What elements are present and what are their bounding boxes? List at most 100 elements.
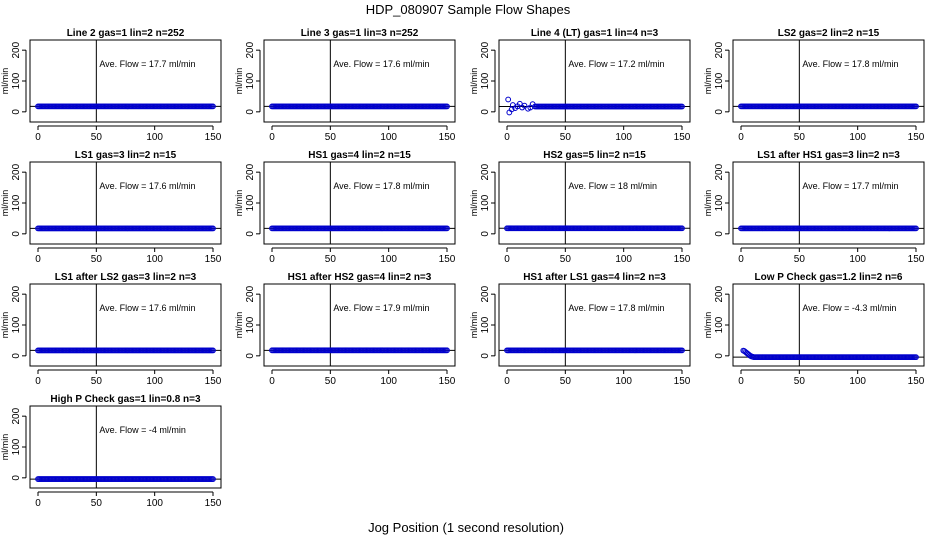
y-axis: 0 100 200	[245, 163, 261, 237]
plot-frame	[498, 161, 691, 245]
panel-title: Line 2 gas=1 lin=2 n=252	[67, 28, 185, 39]
y-tick-label: 200	[11, 41, 22, 58]
x-tick-label: 50	[794, 132, 806, 143]
chart-panel-5: LS1 gas=3 lin=2 n=15 0 50 100 150 0 100 200ml/m…	[0, 150, 222, 265]
average-flow-annotation: Ave. Flow = 18 ml/min	[568, 181, 657, 191]
y-tick-label: 200	[11, 285, 22, 302]
y-tick-label: 100	[714, 194, 725, 211]
x-tick-label: 0	[269, 254, 275, 265]
panel-title: LS1 after LS2 gas=3 lin=2 n=3	[55, 272, 197, 283]
chart-panel-7: HS2 gas=5 lin=2 n=15 0 50 100 150 0 100 200ml/m…	[469, 150, 691, 265]
y-axis-label: ml/min	[234, 312, 244, 339]
plot-frame	[29, 283, 222, 367]
plot-frame	[29, 39, 222, 123]
y-axis: 0 100 200	[480, 163, 496, 237]
y-tick-label: 0	[11, 475, 22, 481]
average-flow-annotation: Ave. Flow = -4 ml/min	[99, 425, 186, 435]
y-tick-label: 100	[480, 72, 491, 89]
plot-frame	[732, 39, 925, 123]
data-point	[210, 476, 216, 482]
average-flow-annotation: Ave. Flow = 17.6 ml/min	[333, 59, 429, 69]
panel-title: HS1 after LS1 gas=4 lin=2 n=3	[523, 272, 666, 283]
plot-frame	[263, 39, 456, 123]
data-point	[679, 225, 685, 232]
x-tick-label: 50	[560, 132, 572, 143]
x-axis: 0 50 100 150	[269, 369, 456, 387]
panel-title: Line 3 gas=1 lin=3 n=252	[301, 28, 419, 39]
average-flow-annotation: Ave. Flow = 17.6 ml/min	[99, 181, 195, 191]
data-points	[738, 225, 919, 232]
y-tick-label: 100	[11, 438, 22, 455]
panel-title: High P Check gas=1 lin=0.8 n=3	[50, 394, 201, 405]
y-axis-label: ml/min	[703, 312, 713, 339]
average-flow-annotation: Ave. Flow = -4.3 ml/min	[802, 303, 896, 313]
y-tick-label: 200	[245, 41, 256, 58]
y-tick-label: 200	[11, 163, 22, 180]
data-points	[269, 225, 450, 232]
x-tick-label: 150	[205, 254, 222, 265]
y-tick-label: 100	[11, 194, 22, 211]
data-points	[35, 476, 216, 482]
y-axis-label: ml/min	[0, 68, 10, 95]
panel-title: HS1 after HS2 gas=4 lin=2 n=3	[288, 272, 432, 283]
y-axis-label: ml/min	[469, 190, 479, 217]
y-tick-label: 100	[245, 316, 256, 333]
x-axis: 0 50 100 150	[35, 369, 222, 387]
x-tick-label: 50	[325, 132, 337, 143]
y-tick-label: 0	[245, 109, 256, 115]
y-axis: 0 100 200	[714, 285, 730, 359]
average-flow-annotation: Ave. Flow = 17.7 ml/min	[802, 181, 898, 191]
average-flow-annotation: Ave. Flow = 17.8 ml/min	[568, 303, 664, 313]
x-tick-label: 50	[560, 254, 572, 265]
y-tick-label: 200	[480, 285, 491, 302]
y-tick-label: 200	[11, 407, 22, 424]
panel-title: HS1 gas=4 lin=2 n=15	[308, 150, 411, 161]
x-tick-label: 100	[146, 498, 163, 509]
data-point	[913, 103, 919, 110]
y-tick-label: 0	[714, 353, 725, 359]
panel-title: Line 4 (LT) gas=1 lin=4 n=3	[531, 28, 659, 39]
x-tick-label: 100	[849, 254, 866, 265]
plot-frame	[498, 283, 691, 367]
y-tick-label: 0	[245, 353, 256, 359]
chart-panel-12: Low P Check gas=1.2 lin=2 n=6 0 50 100 150 0 1…	[703, 272, 925, 387]
y-tick-label: 200	[480, 163, 491, 180]
x-tick-label: 100	[146, 132, 163, 143]
y-tick-label: 0	[480, 231, 491, 237]
x-tick-label: 100	[615, 254, 632, 265]
y-axis: 0 100 200	[11, 163, 27, 237]
data-point	[444, 225, 450, 232]
y-axis-label: ml/min	[0, 312, 10, 339]
plot-frame	[263, 283, 456, 367]
y-axis: 0 100 200	[480, 41, 496, 115]
x-tick-label: 100	[615, 132, 632, 143]
x-tick-label: 0	[269, 132, 275, 143]
data-point	[913, 225, 919, 232]
x-tick-label: 150	[908, 132, 925, 143]
data-point	[521, 102, 528, 109]
x-tick-label: 50	[325, 254, 337, 265]
x-tick-label: 100	[849, 376, 866, 387]
y-tick-label: 0	[714, 109, 725, 115]
chart-panel-2: Line 3 gas=1 lin=3 n=252 0 50 100 150 0 100 200…	[234, 28, 456, 143]
y-tick-label: 200	[714, 163, 725, 180]
y-tick-label: 0	[480, 353, 491, 359]
x-tick-label: 150	[908, 376, 925, 387]
x-tick-label: 0	[504, 376, 510, 387]
x-axis: 0 50 100 150	[35, 247, 222, 265]
x-tick-label: 150	[439, 376, 456, 387]
chart-panel-10: HS1 after HS2 gas=4 lin=2 n=3 0 50 100 150 0 1…	[234, 272, 456, 387]
panel-title: LS2 gas=2 lin=2 n=15	[778, 28, 880, 39]
data-points	[35, 225, 216, 232]
x-tick-label: 50	[91, 498, 103, 509]
y-axis: 0 100 200	[245, 41, 261, 115]
x-axis: 0 50 100 150	[269, 247, 456, 265]
y-tick-label: 100	[714, 316, 725, 333]
chart-panel-9: LS1 after LS2 gas=3 lin=2 n=3 0 50 100 150 0 1…	[0, 272, 222, 387]
chart-panel-6: HS1 gas=4 lin=2 n=15 0 50 100 150 0 100 200ml/m…	[234, 150, 456, 265]
data-point	[913, 354, 919, 361]
y-tick-label: 100	[11, 316, 22, 333]
chart-panel-4: LS2 gas=2 lin=2 n=15 0 50 100 150 0 100 200ml/m…	[703, 28, 925, 143]
y-tick-label: 100	[480, 316, 491, 333]
